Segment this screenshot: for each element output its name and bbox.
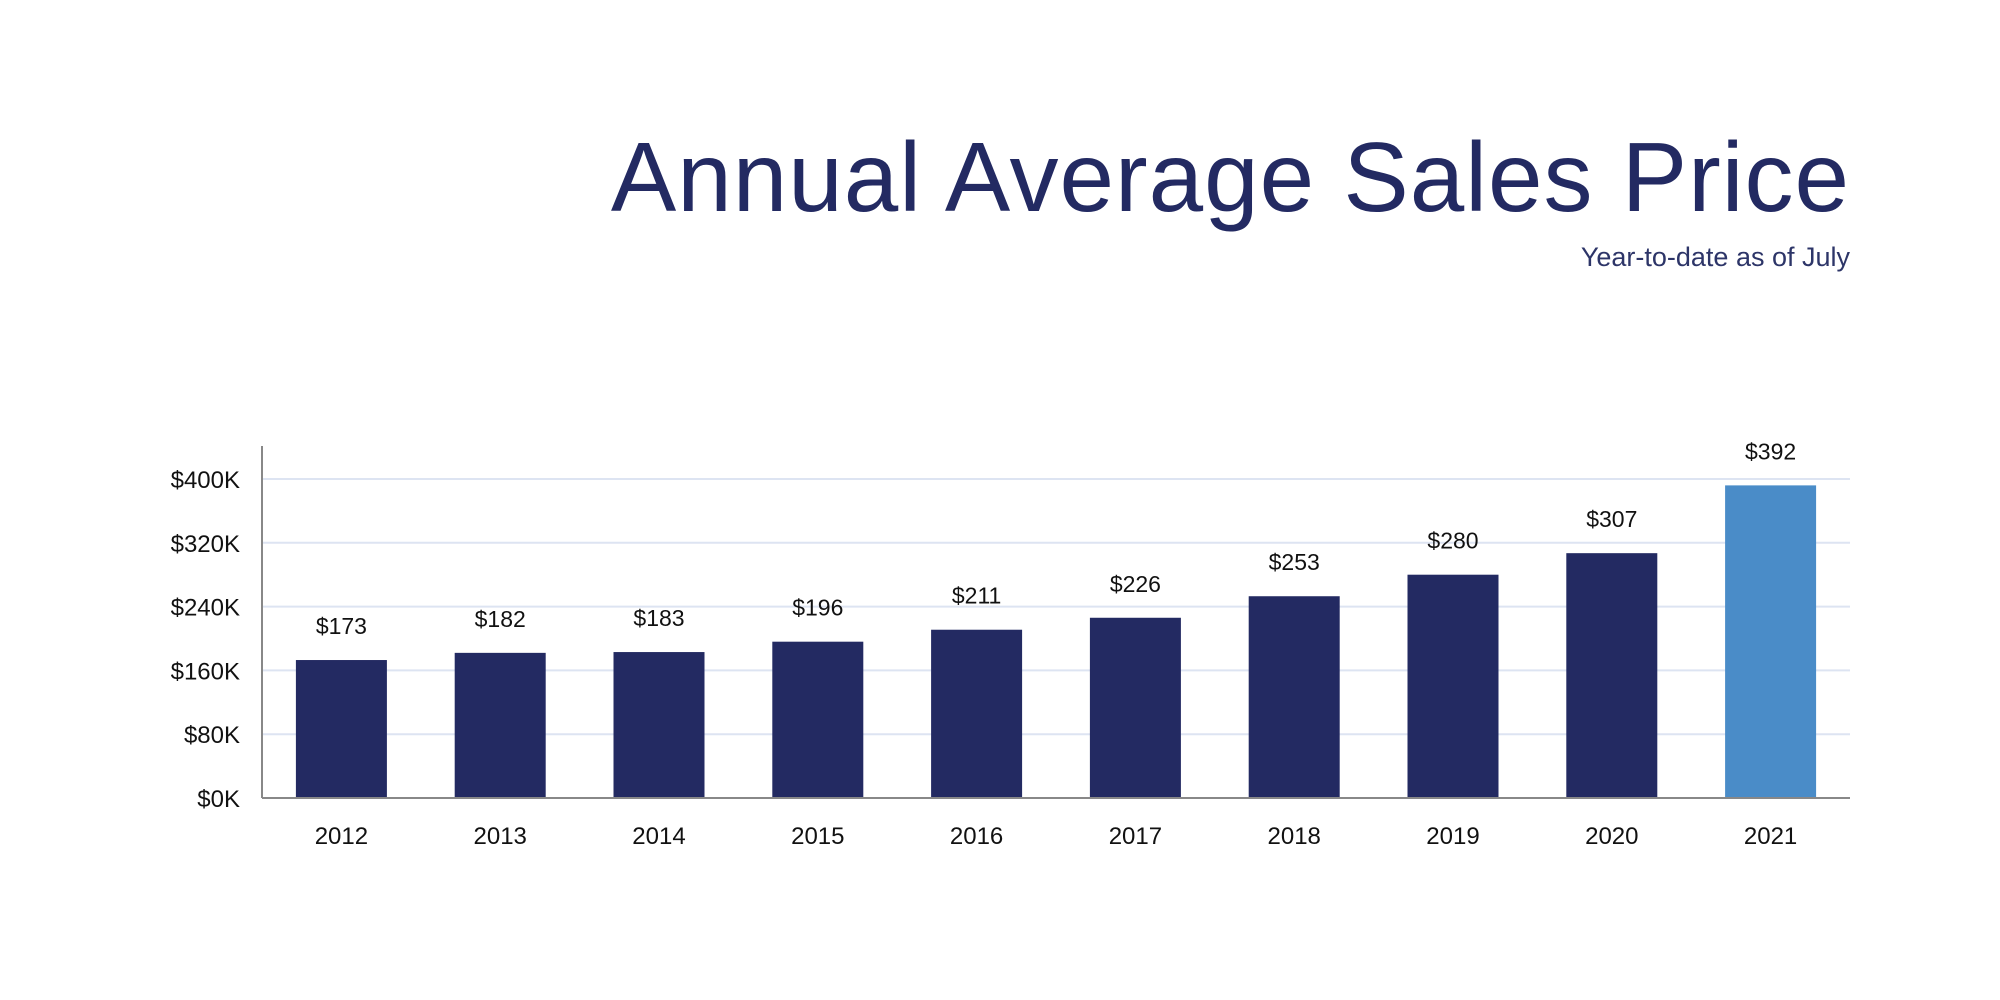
data-label: $280 — [1427, 528, 1478, 554]
data-label: $196 — [792, 595, 843, 621]
data-label: $183 — [633, 605, 684, 631]
y-tick-label: $0K — [197, 786, 240, 813]
bar-2015 — [772, 641, 864, 798]
data-label: $392 — [1745, 438, 1796, 464]
bar-2021 — [1725, 485, 1817, 798]
y-tick-label: $400K — [171, 467, 240, 494]
x-tick-label: 2014 — [632, 823, 685, 850]
y-tick-label: $80K — [184, 722, 240, 749]
data-label: $173 — [316, 613, 367, 639]
y-tick-label: $240K — [171, 595, 240, 622]
x-tick-label: 2016 — [950, 823, 1003, 850]
bar-2020 — [1566, 553, 1658, 798]
x-tick-label: 2015 — [791, 823, 844, 850]
chart-subtitle: Year-to-date as of July — [1580, 242, 1850, 272]
bar-2014 — [613, 652, 705, 798]
data-label: $226 — [1110, 571, 1161, 597]
data-label: $211 — [952, 583, 1001, 609]
x-tick-label: 2021 — [1744, 823, 1797, 850]
chart-title: Annual Average Sales Price — [610, 122, 1850, 232]
bar-2017 — [1089, 617, 1181, 798]
bar-2019 — [1407, 574, 1499, 798]
x-tick-label: 2012 — [315, 823, 368, 850]
bar-2012 — [295, 660, 387, 798]
x-tick-label: 2020 — [1585, 823, 1638, 850]
data-label: $307 — [1586, 506, 1637, 532]
x-tick-label: 2018 — [1268, 823, 1321, 850]
x-tick-label: 2019 — [1426, 823, 1479, 850]
x-tick-label: 2017 — [1109, 823, 1162, 850]
y-tick-label: $160K — [171, 658, 240, 685]
bar-2018 — [1248, 596, 1340, 798]
data-label: $253 — [1269, 549, 1320, 575]
y-tick-label: $320K — [171, 531, 240, 558]
x-tick-label: 2013 — [474, 823, 527, 850]
bar-2016 — [931, 629, 1023, 798]
bar-2013 — [454, 652, 546, 798]
data-label: $182 — [475, 606, 526, 632]
